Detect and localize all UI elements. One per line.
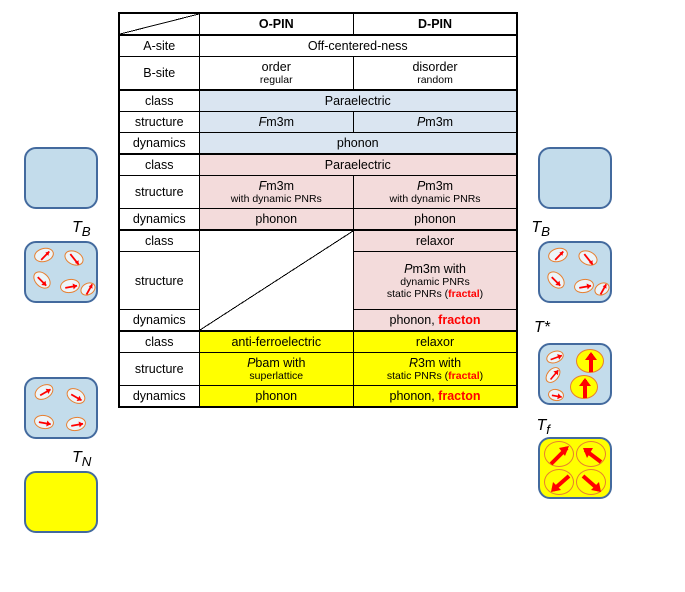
right-sq-3 xyxy=(538,343,612,405)
pnr-oval xyxy=(33,246,56,265)
col-dpin: D-PIN xyxy=(354,13,517,35)
pnr-oval xyxy=(78,280,98,298)
pnr-oval xyxy=(33,413,55,430)
g2-dyn-c1: phonon xyxy=(199,209,354,231)
g4-class-c2: relaxor xyxy=(354,331,517,353)
col-opin: O-PIN xyxy=(199,13,354,35)
temp-TN-left: TN xyxy=(72,449,91,469)
g3-struct-label: structure xyxy=(119,252,199,310)
pnr-oval xyxy=(65,415,87,432)
temp-TB-left: TB xyxy=(72,219,91,239)
page-layout: TB xyxy=(12,12,673,533)
g1-dyn-label: dynamics xyxy=(119,133,199,155)
g1-dyn: phonon xyxy=(199,133,517,155)
g3-class-label: class xyxy=(119,230,199,252)
g2-struct-c2: Pm3mwith dynamic PNRs xyxy=(354,176,517,209)
right-tstar-wrap: T* xyxy=(526,325,624,333)
pnr-oval xyxy=(32,381,56,403)
g4-struct-c2: R3m withstatic PNRs (fractal) xyxy=(354,353,517,386)
right-sq-2 xyxy=(538,241,612,303)
pnr-oval xyxy=(59,277,81,294)
g3-struct-c2: Pm3m with dynamic PNRs static PNRs (frac… xyxy=(354,252,517,310)
header-row: O-PIN D-PIN xyxy=(119,13,517,35)
temp-TB-right: TB xyxy=(531,219,550,239)
left-illustrations: TB xyxy=(12,12,110,533)
g1-struct-c2: Pm3m xyxy=(354,112,517,133)
bsite-c1: orderregular xyxy=(199,57,354,91)
g3-dyn-c2: phonon, fracton xyxy=(354,310,517,332)
g2-class-label: class xyxy=(119,154,199,176)
right-sq-1 xyxy=(538,147,612,209)
pnr-oval xyxy=(30,268,54,292)
g1-struct-label: structure xyxy=(119,112,199,133)
g4-class-label: class xyxy=(119,331,199,353)
left-sq-3 xyxy=(24,377,98,439)
g4-dyn-c2: phonon, fracton xyxy=(354,386,517,408)
g1-struct-c1: Fm3m xyxy=(199,112,354,133)
right-illustrations: TB T* Tf xyxy=(526,12,624,499)
g1-class-label: class xyxy=(119,90,199,112)
g4-class-c1: anti-ferroelectric xyxy=(199,331,354,353)
g1-class: Paraelectric xyxy=(199,90,517,112)
left-sq-2 xyxy=(24,241,98,303)
corner-cell xyxy=(119,13,199,35)
g4-struct-c1: Pbam withsuperlattice xyxy=(199,353,354,386)
temp-Tf: Tf xyxy=(537,417,550,437)
g4-dyn-label: dynamics xyxy=(119,386,199,408)
right-sq-4 xyxy=(538,437,612,499)
left-sq-1 xyxy=(24,147,98,209)
pnr-oval xyxy=(64,385,88,407)
pnr-oval xyxy=(62,247,86,268)
asite-val: Off-centered-ness xyxy=(199,35,517,57)
temp-Tstar: T* xyxy=(534,319,550,337)
row-asite-label: A-site xyxy=(119,35,199,57)
g2-dyn-c2: phonon xyxy=(354,209,517,231)
g4-dyn-c1: phonon xyxy=(199,386,354,408)
row-bsite-label: B-site xyxy=(119,57,199,91)
bsite-c2: disorderrandom xyxy=(354,57,517,91)
g2-class: Paraelectric xyxy=(199,154,517,176)
left-sq-4 xyxy=(24,471,98,533)
g2-dyn-label: dynamics xyxy=(119,209,199,231)
g4-struct-label: structure xyxy=(119,353,199,386)
g3-class-c2: relaxor xyxy=(354,230,517,252)
g2-struct-c1: Fm3mwith dynamic PNRs xyxy=(199,176,354,209)
g3-dyn-label: dynamics xyxy=(119,310,199,332)
spacer xyxy=(12,325,110,355)
g2-struct-label: structure xyxy=(119,176,199,209)
g3-diag-cell xyxy=(199,230,354,331)
comparison-table: O-PIN D-PIN A-site Off-centered-ness B-s… xyxy=(118,12,518,408)
